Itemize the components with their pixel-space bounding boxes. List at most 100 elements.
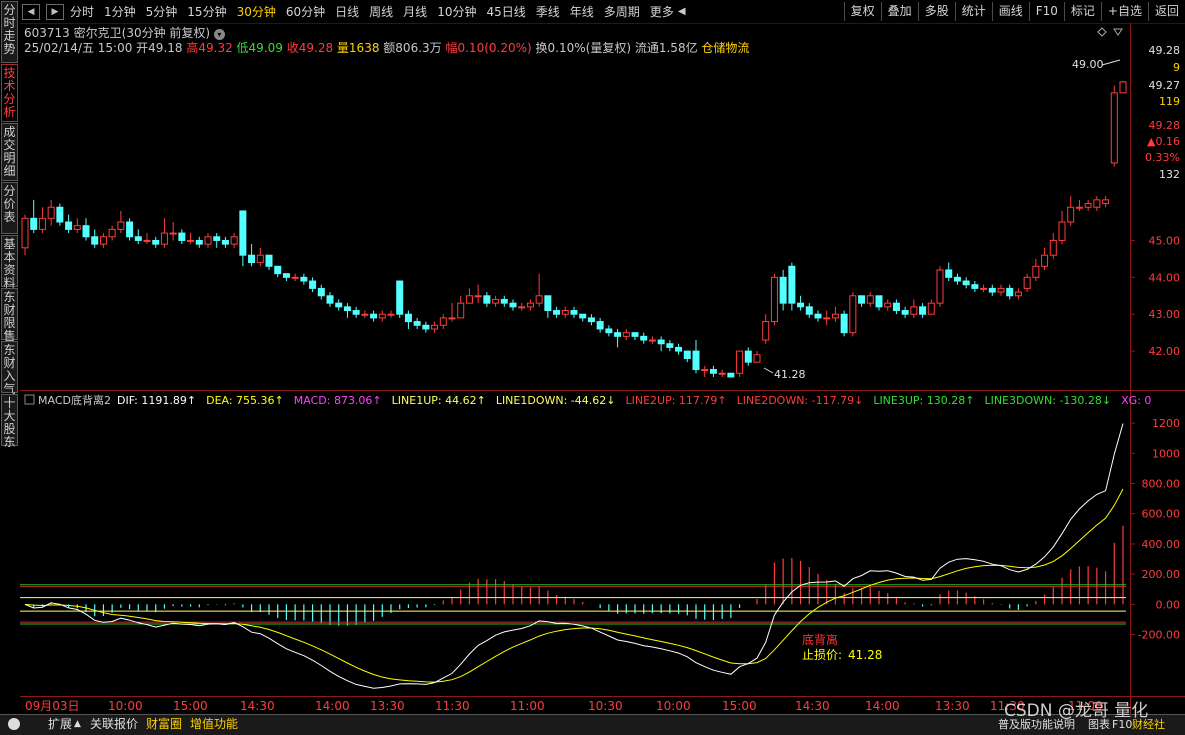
- side-tab-3[interactable]: 分价表: [1, 182, 18, 234]
- period-13[interactable]: 多周期: [603, 5, 640, 19]
- time-label-15: 11:00: [1068, 699, 1103, 713]
- more-dropdown-icon[interactable]: ◀: [677, 6, 686, 17]
- candle-body: [770, 276, 778, 323]
- macd-lock-icon[interactable]: [24, 394, 35, 405]
- finance-link[interactable]: 财经社: [1132, 718, 1165, 731]
- bar-date: 25/02/14/五 15:00: [24, 41, 133, 55]
- tool-6[interactable]: 标记: [1063, 2, 1101, 21]
- candle-body: [953, 276, 961, 282]
- side-tab-2[interactable]: 成交明细: [1, 123, 18, 181]
- candle-body: [910, 306, 918, 315]
- side-tab-1[interactable]: 技术分析: [1, 64, 18, 122]
- time-label-7: 11:00: [510, 699, 545, 713]
- macd-tick-6: 0.00: [1156, 598, 1181, 611]
- period-0[interactable]: 分时: [70, 5, 95, 19]
- period-9[interactable]: 10分钟: [437, 5, 477, 19]
- period-5[interactable]: 60分钟: [285, 5, 326, 19]
- chart-link[interactable]: 图表: [1088, 718, 1110, 731]
- dropdown-icon[interactable]: ▾: [213, 29, 225, 40]
- period-4[interactable]: 30分钟: [236, 5, 276, 19]
- f10-link[interactable]: F10: [1112, 718, 1133, 731]
- side-tab-7[interactable]: 十大股东: [1, 394, 18, 449]
- candle-body: [38, 217, 46, 230]
- time-label-12: 14:00: [865, 699, 900, 713]
- expand-icon: [1113, 28, 1123, 36]
- scroll-left-icon[interactable]: [8, 718, 20, 730]
- quote-panel: 49.28 9 49.27 119 49.28 ▲0.16 0.33% 132: [1145, 44, 1180, 181]
- candle-body: [936, 269, 944, 304]
- period-1[interactable]: 1分钟: [104, 5, 136, 19]
- bar-sector[interactable]: 仓储物流: [701, 41, 750, 55]
- side-tab-0[interactable]: 分时走势: [1, 1, 18, 63]
- tool-4[interactable]: 画线: [991, 2, 1029, 21]
- candle-body: [1023, 276, 1031, 289]
- nav-back-icon[interactable]: ◀: [22, 3, 40, 20]
- period-3[interactable]: 15分钟: [187, 5, 227, 19]
- candle-body: [622, 332, 630, 337]
- candle-body: [30, 217, 38, 230]
- candle-body: [1084, 203, 1092, 208]
- tool-1[interactable]: 叠加: [880, 2, 918, 21]
- candle-body: [282, 273, 290, 278]
- wealth-circle-button[interactable]: 财富圈: [146, 717, 183, 731]
- candle-body: [108, 228, 116, 238]
- period-12[interactable]: 年线: [569, 5, 594, 19]
- expand-arrow-icon[interactable]: ▲: [74, 719, 81, 729]
- candle-body: [187, 239, 195, 242]
- period-11[interactable]: 季线: [535, 5, 560, 19]
- tool-0[interactable]: 复权: [843, 2, 881, 21]
- candle-body: [492, 298, 500, 304]
- candle-body: [99, 236, 107, 245]
- quote-value-5: ▲0.16: [1147, 135, 1180, 148]
- candle-body: [126, 221, 134, 238]
- tool-5[interactable]: F10: [1028, 2, 1064, 21]
- candle-body: [474, 295, 482, 298]
- candle-body: [413, 321, 421, 326]
- candle-body: [152, 239, 160, 245]
- tool-7[interactable]: +自选: [1100, 2, 1148, 21]
- value-added-button[interactable]: 增值功能: [190, 717, 239, 731]
- candle-body: [823, 317, 831, 320]
- help-link[interactable]: 普及版功能说明: [998, 718, 1075, 731]
- period-7[interactable]: 周线: [369, 5, 394, 19]
- related-quote-button[interactable]: 关联报价: [90, 717, 139, 731]
- candle-body: [204, 236, 212, 245]
- bottom-bar: 扩展 ▲ 关联报价 财富圈 增值功能 普及版功能说明 图表 F10 财经社: [0, 714, 1185, 735]
- expand-button[interactable]: 扩展: [48, 717, 73, 731]
- candle-body: [553, 310, 561, 315]
- high-label: 49.00: [1072, 58, 1104, 71]
- macd-value: MACD: 873.06↑: [294, 394, 382, 407]
- tool-3[interactable]: 统计: [954, 2, 992, 21]
- candle-body: [701, 369, 709, 372]
- side-tab-5[interactable]: 东财限售: [1, 288, 18, 343]
- candle-body: [797, 302, 805, 308]
- chart-frame: [20, 23, 1185, 714]
- nav-forward-icon[interactable]: ▶: [46, 3, 64, 20]
- tool-8[interactable]: 返回: [1147, 2, 1185, 21]
- bar-high: 高49.32: [186, 41, 233, 55]
- candle-body: [404, 313, 412, 323]
- side-tab-6[interactable]: 东财入气: [1, 341, 18, 396]
- time-label-3: 14:30: [240, 699, 275, 713]
- period-10[interactable]: 45日线: [486, 5, 526, 19]
- period-6[interactable]: 日线: [335, 5, 360, 19]
- quote-value-1: 9: [1173, 61, 1180, 74]
- candle-body: [753, 354, 761, 363]
- candle-body: [465, 295, 473, 304]
- tool-2[interactable]: 多股: [917, 2, 955, 21]
- period-8[interactable]: 月线: [403, 5, 428, 19]
- candle-body: [483, 295, 491, 304]
- period-2[interactable]: 5分钟: [145, 5, 178, 19]
- candle-body: [82, 225, 90, 238]
- candle-body: [779, 276, 787, 304]
- candle-body: [561, 310, 569, 315]
- candle-body: [605, 328, 613, 334]
- period-label: (30分钟 前复权): [121, 26, 211, 40]
- corner-icons[interactable]: [1097, 27, 1123, 37]
- side-tab-4[interactable]: 基本资料: [1, 235, 18, 290]
- candle-body: [73, 225, 81, 230]
- period-14[interactable]: 更多: [649, 5, 674, 19]
- period-bar: ◀ ▶ 分时 1分钟 5分钟 15分钟 30分钟 60分钟 日线 周线 月线 10分钟 45日线 季线…: [22, 2, 686, 21]
- bar-volume: 量1638: [336, 41, 380, 55]
